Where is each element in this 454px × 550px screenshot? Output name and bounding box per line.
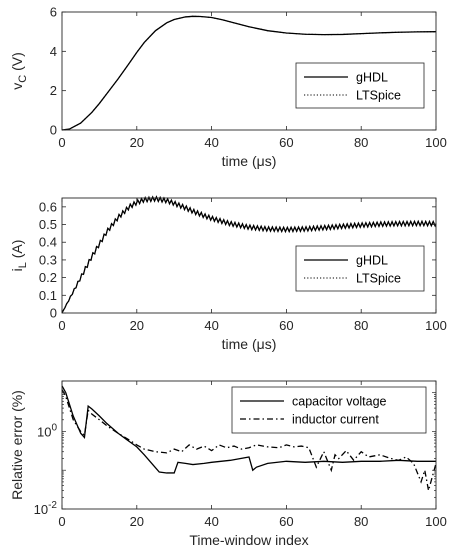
y-tick-exponent: 0: [51, 422, 57, 433]
y-tick-label: 10-2: [34, 500, 58, 517]
y-tick-label: 100: [37, 422, 57, 439]
y-tick-label: 4: [50, 44, 57, 59]
x-tick-label: 100: [425, 514, 447, 529]
plot-frame: [61, 197, 437, 314]
series-line-inductor-current: [61, 389, 437, 491]
y-tick-label: 0.2: [39, 270, 57, 285]
y-axis-label: iL (A): [9, 240, 29, 272]
y-tick-base: 10: [37, 424, 51, 439]
x-axis-label: Time-window index: [189, 532, 308, 548]
x-tick-label: 40: [204, 514, 218, 529]
x-axis-label: time (μs): [222, 336, 277, 352]
y-tick-label: 0.5: [39, 217, 57, 232]
x-tick-label: 60: [279, 135, 293, 150]
x-tick-label: 0: [58, 514, 65, 529]
x-tick-label: 0: [58, 318, 65, 333]
y-tick-label: 0.3: [39, 252, 57, 267]
y-tick-label: 6: [50, 5, 57, 20]
legend: gHDL LTSpice: [295, 62, 425, 109]
legend-box: [231, 386, 427, 434]
x-tick-label: 0: [58, 135, 65, 150]
y-tick-exponent: -2: [48, 500, 57, 511]
legend-label: gHDL: [356, 254, 388, 268]
legend-label: gHDL: [356, 71, 388, 85]
series-line-ltspice: [61, 15, 437, 131]
y-axis-label-unit: (A): [9, 240, 25, 263]
legend-box: [295, 62, 425, 109]
x-tick-label: 20: [130, 135, 144, 150]
y-tick-label: 0: [50, 306, 57, 321]
y-tick-label: 0.6: [39, 199, 57, 214]
x-tick-label: 80: [354, 318, 368, 333]
y-axis-label: vC (V): [9, 52, 29, 90]
x-tick-label: 20: [130, 514, 144, 529]
legend-box: [295, 245, 425, 292]
y-axis-label-subscript: L: [17, 262, 29, 268]
x-tick-label: 80: [354, 135, 368, 150]
x-tick-label: 100: [425, 318, 447, 333]
series-line-ltspice: [61, 195, 437, 314]
y-tick-label: 0.4: [39, 235, 57, 250]
plot-frame: [61, 380, 437, 510]
legend-label: inductor current: [292, 413, 379, 427]
y-tick-label: 2: [50, 83, 57, 98]
x-tick-label: 40: [204, 135, 218, 150]
y-tick-base: 10: [34, 502, 48, 517]
x-axis-label: time (μs): [222, 153, 277, 169]
legend-label: LTSpice: [356, 272, 401, 286]
plot-frame: [61, 11, 437, 131]
y-tick-label: 0.1: [39, 288, 57, 303]
y-axis-label: Relative error (%): [9, 390, 25, 500]
y-axis-label-unit: (V): [9, 52, 25, 75]
x-tick-label: 80: [354, 514, 368, 529]
legend-label: LTSpice: [356, 89, 401, 103]
x-tick-label: 100: [425, 135, 447, 150]
chart-1: 0 20 40 60 80 100 0 2 4 6 time (μs) vC (V) gHDL LTSpi…: [9, 5, 447, 170]
y-axis-label-main: i: [9, 268, 25, 271]
y-axis-label-main: Relative error (%): [9, 390, 25, 500]
x-tick-label: 60: [279, 514, 293, 529]
x-tick-label: 60: [279, 318, 293, 333]
x-tick-label: 20: [130, 318, 144, 333]
legend-label: capacitor voltage: [292, 395, 387, 409]
y-axis-label-subscript: C: [17, 75, 29, 83]
legend: capacitor voltage inductor current: [231, 386, 427, 434]
y-axis-label-main: v: [9, 83, 25, 90]
x-tick-label: 40: [204, 318, 218, 333]
legend: gHDL LTSpice: [295, 245, 425, 292]
y-tick-label: 0: [50, 123, 57, 138]
